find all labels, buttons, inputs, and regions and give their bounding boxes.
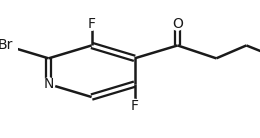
Circle shape [171,18,184,30]
Circle shape [85,18,98,30]
Text: F: F [131,99,139,113]
Text: Br: Br [0,39,13,52]
Text: F: F [88,17,96,31]
Circle shape [42,78,55,90]
Text: N: N [43,77,54,91]
Text: O: O [172,17,183,31]
Circle shape [128,99,141,112]
Circle shape [0,36,15,54]
